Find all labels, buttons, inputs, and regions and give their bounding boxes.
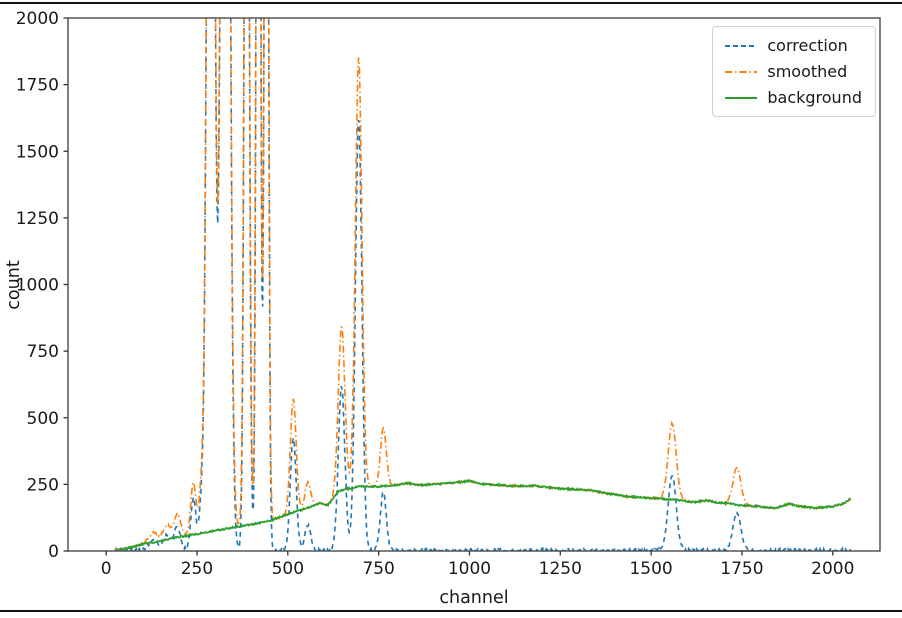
legend-item-background: background <box>724 88 862 107</box>
x-tick-label: 1500 <box>629 559 672 579</box>
x-tick-label: 1250 <box>539 559 582 579</box>
x-axis-label: channel <box>439 588 509 608</box>
legend-label-correction: correction <box>767 36 848 55</box>
y-tick-label: 1250 <box>16 209 59 229</box>
x-tick-label: 1000 <box>448 559 491 579</box>
y-tick-label: 750 <box>27 342 59 362</box>
y-tick-label: 250 <box>27 475 59 495</box>
y-tick-label: 1750 <box>16 76 59 96</box>
y-tick-label: 2000 <box>16 9 59 29</box>
legend-label-smoothed: smoothed <box>767 62 848 81</box>
legend-label-background: background <box>767 88 862 107</box>
bottom-border-rule <box>0 610 902 612</box>
background-series-line <box>114 478 851 552</box>
y-tick-label: 0 <box>48 542 59 562</box>
legend-item-smoothed: smoothed <box>724 62 862 81</box>
y-axis-label: count <box>4 260 24 310</box>
x-tick-label: 750 <box>362 559 394 579</box>
y-tick-label: 500 <box>27 409 59 429</box>
smoothed-line-sample-icon <box>725 70 758 73</box>
correction-line-sample-icon <box>725 44 758 47</box>
y-tick-label: 1500 <box>16 142 59 162</box>
legend-item-correction: correction <box>724 36 862 55</box>
legend: correction smoothed background <box>712 26 876 117</box>
background-line-sample-icon <box>725 96 758 99</box>
top-border-rule <box>0 2 902 4</box>
x-tick-label: 500 <box>272 559 304 579</box>
y-tick-label: 1000 <box>16 276 59 296</box>
x-tick-label: 0 <box>101 559 112 579</box>
x-tick-label: 1750 <box>720 559 763 579</box>
x-tick-label: 250 <box>181 559 213 579</box>
x-tick-label: 2000 <box>811 559 854 579</box>
